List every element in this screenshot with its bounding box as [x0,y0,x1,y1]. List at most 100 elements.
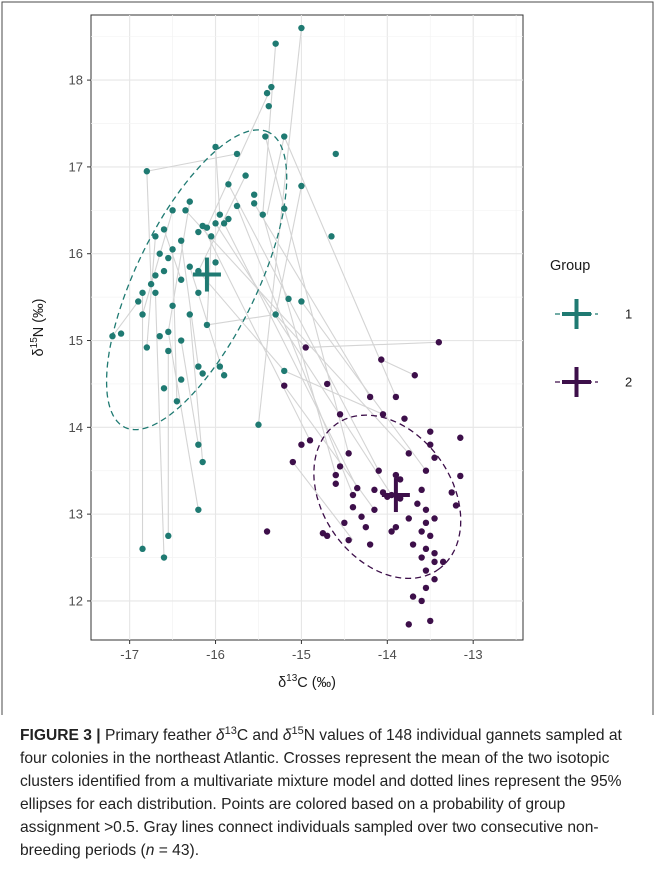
legend-title: Group [550,258,590,274]
point-group-2 [422,567,430,574]
point-group-2 [418,486,425,494]
point-group-2 [378,356,385,363]
point-group-1 [220,372,228,379]
y-axis-title: δ15N (‰) [29,299,47,357]
point-group-1 [259,211,266,218]
point-group-2 [431,558,438,566]
point-group-2 [409,593,417,600]
point-group-1 [208,233,215,240]
point-group-2 [427,617,434,625]
point-group-1 [203,321,211,329]
point-group-2 [409,541,417,548]
x-tick-label: -13 [464,647,483,662]
connection-line [146,171,152,285]
point-group-1 [186,263,193,270]
point-group-1 [169,302,176,309]
point-group-1 [173,398,181,405]
legend: Group 1 2 [550,258,632,397]
connection-line [223,223,358,489]
point-group-2 [349,491,357,499]
x-tick-label: -14 [378,647,397,662]
point-group-2 [332,471,339,479]
point-group-1 [186,198,193,205]
point-group-2 [431,576,438,583]
point-group-1 [250,200,258,207]
point-group-2 [336,411,344,418]
point-group-2 [362,523,370,531]
point-group-1 [156,250,163,257]
connection-line [202,225,311,441]
y-tick-label: 13 [69,507,83,522]
caption-text: Primary feather δ13C and δ15N values of … [20,725,622,860]
point-group-2 [388,528,395,535]
connection-line [167,331,199,510]
connection-line [167,201,191,332]
figure-caption: FIGURE 3 | Primary feather δ13C and δ15N… [20,720,638,862]
point-group-2 [392,471,400,479]
ellipse-group-1 [105,129,288,431]
point-group-1 [195,363,202,370]
point-group-2 [427,441,434,448]
point-group-1 [165,254,172,262]
point-group-1 [160,267,168,275]
legend-label-group-2: 2 [625,375,632,390]
connection-line [142,210,174,315]
point-group-1 [186,311,193,318]
y-tick-label: 16 [69,246,83,261]
connection-line [185,209,410,454]
connection-line [214,146,221,215]
point-group-1 [281,205,288,212]
y-tick-label: 18 [69,73,83,88]
point-group-1 [281,367,288,375]
point-group-1 [160,554,168,561]
point-group-1 [272,311,279,318]
point-group-1 [262,133,269,140]
connection-line [146,153,238,172]
point-group-1 [255,421,262,428]
point-group-2 [323,380,331,388]
point-group-1 [225,181,232,188]
point-group-2 [422,506,430,513]
point-group-1 [177,237,185,244]
connection-line [262,43,277,215]
point-group-1 [203,224,211,231]
point-group-2 [345,536,352,544]
point-group-1 [160,226,168,233]
point-group-2 [396,476,404,483]
point-group-2 [349,503,357,511]
point-group-2 [422,584,430,592]
point-group-2 [281,382,288,389]
plot-panel [90,14,524,641]
y-tick-label: 15 [69,333,83,348]
point-group-2 [422,545,430,553]
point-group-2 [371,486,378,494]
point-group-1 [117,330,125,337]
point-group-2 [435,339,443,346]
connection-line [236,205,354,496]
point-group-1 [160,385,168,392]
point-group-1 [177,276,185,283]
point-group-2 [422,519,430,527]
point-group-2 [411,372,418,379]
legend-label-group-1: 1 [625,307,632,322]
point-group-1 [152,289,159,296]
y-tick-label: 14 [69,420,83,435]
connection-line [253,203,371,398]
point-group-2 [358,513,365,520]
point-group-1 [139,311,146,318]
point-group-2 [405,621,412,628]
point-group-1 [199,458,206,466]
point-group-1 [332,150,339,158]
x-tick-label: -16 [206,647,225,662]
point-group-1 [220,220,228,227]
point-group-1 [169,246,176,253]
point-group-2 [405,450,412,457]
caption-label: FIGURE 3 | [20,727,101,745]
point-group-2 [392,523,400,531]
point-group-2 [431,454,438,461]
point-group-1 [152,272,159,279]
point-group-1 [165,347,172,355]
point-group-1 [182,207,189,214]
connection-line [381,359,416,376]
